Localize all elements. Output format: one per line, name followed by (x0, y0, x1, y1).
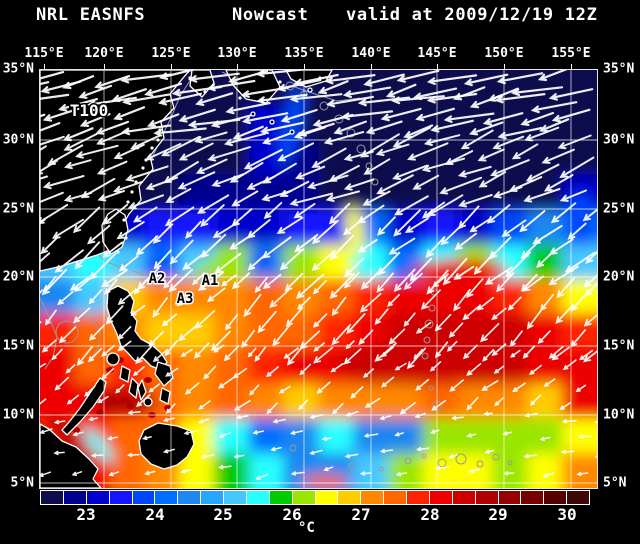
chart-title-product: Nowcast (232, 5, 309, 25)
colorbar-cell (41, 491, 64, 504)
colorbar-cell (498, 491, 522, 504)
colorbar-cell (315, 491, 339, 504)
land-panay (119, 365, 131, 383)
colorbar-cell (429, 491, 453, 504)
colorbar-tick-label: 24 (145, 505, 165, 524)
temperature-colorbar (40, 490, 590, 505)
land-masses (40, 70, 333, 488)
colorbar-cell (63, 491, 87, 504)
colorbar-cell (384, 491, 407, 504)
lat-tick-label: 10°N (603, 407, 635, 423)
colorbar-cell (292, 491, 316, 504)
colorbar-cell (475, 491, 499, 504)
colorbar-cell (361, 491, 385, 504)
colorbar-cell (521, 491, 545, 504)
lat-tick-label: 25°N (2, 201, 34, 217)
chart-title-validtime: valid at 2009/12/19 12Z (346, 5, 598, 25)
land-palawan (61, 377, 107, 436)
station-labels: T100 A2 A1 A3 (68, 100, 220, 309)
lat-tick-label: 10°N (2, 407, 34, 423)
station-label-T100: T100 (70, 101, 109, 120)
colorbar-cell (178, 491, 202, 504)
lon-tick-label: 135°E (284, 46, 324, 61)
colorbar-tick-label: 25 (213, 505, 233, 524)
station-label-A2: A2 (149, 271, 166, 287)
colorbar-cell (86, 491, 110, 504)
colorbar-cell (246, 491, 270, 504)
station-label-A3: A3 (177, 291, 194, 307)
land-mindanao (138, 422, 195, 470)
lon-tick-mark (571, 64, 572, 69)
land-cebu (137, 379, 147, 401)
colorbar-cell (567, 491, 589, 504)
lon-tick-label: 125°E (151, 46, 191, 61)
lon-tick-label: 115°E (24, 46, 64, 61)
lon-tick-label: 155°E (551, 46, 591, 61)
lat-tick-label: 15°N (2, 338, 34, 354)
colorbar-cell (201, 491, 224, 504)
colorbar-tick-label: 30 (557, 505, 577, 524)
lat-tick-label: 5°N (10, 475, 34, 491)
lon-tick-mark (304, 64, 305, 69)
lon-tick-mark (237, 64, 238, 69)
lon-tick-label: 145°E (417, 46, 457, 61)
wind-vector-field (40, 70, 597, 480)
lon-tick-mark (437, 64, 438, 69)
colorbar-tick-label: 26 (282, 505, 302, 524)
colorbar-cell (224, 491, 247, 504)
lon-tick-label: 130°E (217, 46, 257, 61)
colorbar-cell (544, 491, 568, 504)
lat-tick-label: 15°N (603, 338, 635, 354)
lon-tick-mark (504, 64, 505, 69)
sst-field-svg: T100 A2 A1 A3 (40, 70, 597, 488)
land-negros (128, 377, 139, 399)
lat-tick-label: 25°N (603, 201, 635, 217)
colorbar-tick-label: 29 (488, 505, 508, 524)
station-label-A1: A1 (202, 273, 219, 289)
lat-tick-label: 35°N (2, 61, 34, 77)
colorbar-cell (132, 491, 156, 504)
lon-tick-mark (171, 64, 172, 69)
lon-tick-label: 150°E (484, 46, 524, 61)
lat-tick-label: 5°N (603, 475, 627, 491)
lon-tick-mark (44, 64, 45, 69)
chart-title-model: NRL EASNFS (36, 5, 146, 25)
colorbar-tick-label: 27 (351, 505, 371, 524)
colorbar-cell (452, 491, 476, 504)
lat-tick-label: 30°N (2, 132, 34, 148)
lat-tick-label: 20°N (603, 269, 635, 285)
colorbar-tick-label: 23 (76, 505, 96, 524)
colorbar-cell (155, 491, 179, 504)
colorbar-tick-label: 28 (420, 505, 440, 524)
graticule (40, 70, 597, 488)
colorbar-cell (338, 491, 362, 504)
colorbar-units-label: °C (298, 520, 315, 536)
land-samar (154, 361, 174, 387)
colorbar-cell (407, 491, 430, 504)
land-borneo (40, 423, 102, 488)
sst-map: T100 A2 A1 A3 (39, 69, 598, 489)
land-shikoku-honshu (285, 70, 333, 88)
lat-tick-label: 20°N (2, 269, 34, 285)
colorbar-cell (269, 491, 293, 504)
lon-tick-mark (371, 64, 372, 69)
colorbar-cell (109, 491, 133, 504)
lon-tick-label: 120°E (84, 46, 124, 61)
lon-tick-mark (104, 64, 105, 69)
lon-tick-label: 140°E (351, 46, 391, 61)
lat-tick-label: 30°N (603, 132, 635, 148)
lat-tick-label: 35°N (603, 61, 635, 77)
land-leyte (159, 387, 171, 405)
